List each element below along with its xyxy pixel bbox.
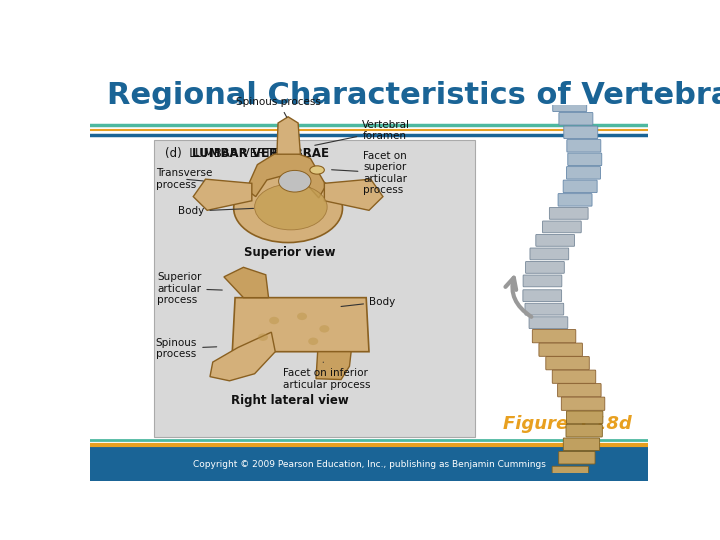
FancyBboxPatch shape: [558, 194, 592, 206]
FancyBboxPatch shape: [557, 383, 601, 397]
Polygon shape: [277, 117, 300, 154]
FancyBboxPatch shape: [567, 139, 600, 152]
FancyBboxPatch shape: [559, 112, 593, 125]
Text: Body: Body: [341, 297, 395, 307]
Polygon shape: [316, 352, 351, 380]
Polygon shape: [324, 179, 383, 210]
FancyBboxPatch shape: [567, 167, 600, 179]
Polygon shape: [210, 332, 275, 381]
Text: LUMBAR VERTEBRAE: LUMBAR VERTEBRAE: [192, 147, 329, 160]
Text: Superior
articular
process: Superior articular process: [157, 272, 222, 305]
Text: Facet on
superior
articular
process: Facet on superior articular process: [332, 151, 408, 195]
Text: Spinous process: Spinous process: [236, 97, 321, 117]
FancyBboxPatch shape: [562, 397, 605, 410]
Text: Superior view: Superior view: [244, 246, 336, 259]
Polygon shape: [233, 298, 369, 352]
Text: Transverse
process: Transverse process: [156, 168, 212, 190]
Text: Regional Characteristics of Vertebrae: Regional Characteristics of Vertebrae: [107, 82, 720, 111]
FancyBboxPatch shape: [536, 234, 575, 246]
FancyBboxPatch shape: [563, 180, 597, 193]
Circle shape: [308, 338, 318, 345]
Circle shape: [269, 317, 279, 324]
FancyBboxPatch shape: [566, 424, 603, 437]
Text: Facet on inferior
articular process: Facet on inferior articular process: [282, 362, 370, 389]
FancyBboxPatch shape: [552, 370, 595, 383]
FancyBboxPatch shape: [526, 261, 564, 273]
FancyBboxPatch shape: [523, 275, 562, 287]
FancyBboxPatch shape: [549, 207, 588, 219]
Ellipse shape: [255, 184, 327, 230]
FancyBboxPatch shape: [525, 303, 564, 315]
Circle shape: [320, 325, 329, 333]
Text: Copyright © 2009 Pearson Education, Inc., publishing as Benjamin Cummings: Copyright © 2009 Pearson Education, Inc.…: [192, 460, 546, 469]
Ellipse shape: [310, 166, 324, 174]
FancyBboxPatch shape: [542, 221, 581, 233]
FancyBboxPatch shape: [567, 411, 603, 423]
Text: Figure 5.18d: Figure 5.18d: [503, 415, 631, 433]
Text: (d)  LUMBAR VERTEBRAE: (d) LUMBAR VERTEBRAE: [166, 147, 310, 160]
Circle shape: [297, 313, 307, 320]
Text: Spinous
process: Spinous process: [156, 338, 217, 359]
FancyBboxPatch shape: [523, 290, 562, 301]
FancyBboxPatch shape: [552, 466, 588, 479]
FancyBboxPatch shape: [529, 317, 568, 328]
Text: Vertebral
foramen: Vertebral foramen: [315, 120, 410, 145]
Polygon shape: [193, 179, 252, 210]
Bar: [154, 140, 475, 437]
Polygon shape: [224, 267, 269, 298]
Text: Body: Body: [178, 206, 253, 216]
Bar: [90, 446, 648, 481]
FancyBboxPatch shape: [564, 126, 598, 139]
Circle shape: [258, 333, 268, 341]
FancyBboxPatch shape: [539, 343, 582, 356]
Polygon shape: [246, 152, 326, 198]
FancyBboxPatch shape: [568, 153, 602, 166]
Text: Right lateral view: Right lateral view: [231, 394, 348, 407]
FancyBboxPatch shape: [553, 99, 587, 112]
Ellipse shape: [279, 171, 311, 192]
FancyBboxPatch shape: [559, 451, 595, 464]
FancyBboxPatch shape: [563, 438, 600, 450]
Ellipse shape: [234, 174, 343, 242]
FancyBboxPatch shape: [532, 329, 576, 343]
FancyBboxPatch shape: [530, 248, 569, 260]
FancyBboxPatch shape: [546, 356, 589, 370]
